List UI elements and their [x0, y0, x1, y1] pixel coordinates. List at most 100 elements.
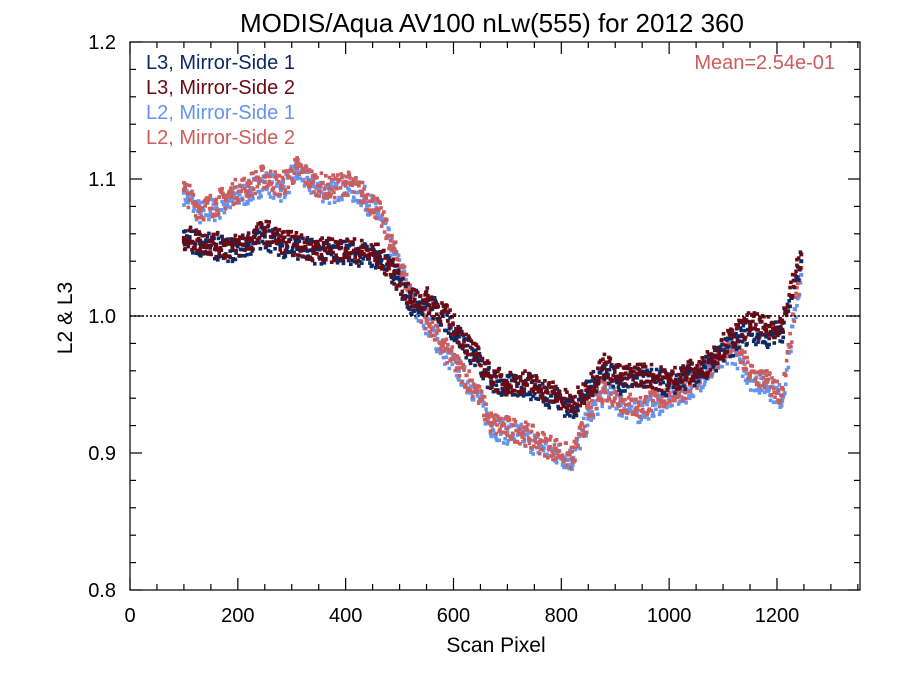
- scatter-point: [283, 188, 288, 192]
- scatter-point: [290, 245, 295, 250]
- scatter-point: [644, 395, 649, 399]
- scatter-point: [755, 312, 760, 316]
- scatter-point: [729, 349, 733, 354]
- scatter-point: [571, 415, 576, 419]
- scatter-point: [680, 379, 685, 383]
- scatter-point: [249, 189, 254, 194]
- scatter-point: [357, 183, 361, 188]
- scatter-point: [573, 409, 578, 414]
- scatter-point: [348, 242, 352, 247]
- scatter-point: [669, 385, 674, 390]
- scatter-point: [551, 380, 555, 385]
- scatter-point: [304, 166, 309, 170]
- data-point: [602, 385, 607, 390]
- scatter-point: [282, 195, 287, 200]
- scatter-point: [246, 231, 251, 235]
- scatter-point: [305, 175, 310, 180]
- scatter-point: [361, 252, 366, 256]
- scatter-point: [441, 355, 446, 360]
- scatter-point: [786, 342, 791, 347]
- scatter-point: [687, 381, 692, 385]
- scatter-point: [670, 369, 674, 373]
- scatter-point: [795, 285, 799, 290]
- scatter-point: [332, 200, 337, 205]
- scatter-point: [490, 434, 494, 439]
- scatter-point: [798, 281, 803, 285]
- x-tick-label: 800: [545, 605, 578, 627]
- scatter-point: [627, 402, 632, 406]
- scatter-point: [672, 381, 677, 386]
- scatter-point: [571, 445, 576, 449]
- scatter-point: [357, 253, 362, 258]
- scatter-point: [621, 372, 625, 376]
- scatter-point: [570, 397, 574, 402]
- scatter-point: [387, 227, 391, 232]
- data-point: [214, 201, 219, 206]
- scatter-point: [483, 417, 488, 422]
- scatter-point: [358, 199, 363, 204]
- scatter-point: [329, 192, 333, 197]
- scatter-point: [370, 199, 374, 204]
- scatter-point: [224, 241, 229, 245]
- scatter-point: [743, 362, 747, 366]
- scatter-point: [600, 401, 605, 405]
- scatter-point: [548, 444, 552, 449]
- scatter-point: [465, 352, 470, 357]
- scatter-point: [590, 398, 594, 403]
- scatter-point: [657, 373, 662, 377]
- data-point: [456, 334, 461, 339]
- scatter-point: [237, 189, 241, 194]
- scatter-point: [540, 381, 545, 386]
- scatter-point: [520, 392, 524, 396]
- scatter-point: [438, 319, 443, 324]
- scatter-point: [449, 332, 454, 337]
- scatter-point: [533, 379, 538, 383]
- scatter-point: [674, 385, 679, 389]
- scatter-point: [791, 313, 796, 317]
- scatter-point: [585, 406, 590, 410]
- scatter-point: [652, 390, 657, 394]
- scatter-point: [183, 229, 188, 233]
- scatter-point: [296, 158, 300, 162]
- scatter-point: [726, 344, 731, 349]
- data-point: [667, 378, 672, 383]
- scatter-point: [312, 239, 317, 244]
- scatter-point: [641, 384, 646, 389]
- scatter-point: [351, 195, 356, 200]
- scatter-point: [625, 376, 630, 381]
- scatter-point: [642, 400, 646, 405]
- data-point: [440, 309, 445, 314]
- scatter-point: [306, 242, 310, 246]
- scatter-point: [312, 190, 316, 194]
- scatter-point: [626, 410, 630, 415]
- scatter-point: [499, 373, 504, 377]
- scatter-point: [220, 254, 224, 258]
- scatter-point: [501, 391, 505, 395]
- scatter-point: [418, 294, 423, 298]
- scatter-point: [554, 460, 559, 465]
- scatter-point: [460, 332, 465, 337]
- scatter-point: [605, 399, 610, 403]
- scatter-point: [337, 258, 342, 263]
- scatter-point: [522, 437, 527, 442]
- scatter-point: [454, 373, 459, 378]
- scatter-point: [562, 404, 566, 409]
- scatter-point: [476, 401, 481, 405]
- scatter-point: [246, 194, 250, 199]
- scatter-point: [468, 337, 472, 342]
- scatter-point: [429, 306, 433, 310]
- scatter-point: [637, 415, 642, 419]
- scatter-point: [525, 427, 530, 432]
- scatter-point: [607, 397, 612, 402]
- scatter-point: [510, 388, 515, 392]
- scatter-point: [443, 340, 447, 344]
- scatter-point: [662, 404, 666, 409]
- scatter-point: [266, 248, 271, 253]
- scatter-point: [762, 325, 767, 329]
- scatter-point: [734, 332, 738, 336]
- scatter-point: [326, 245, 330, 250]
- scatter-point: [318, 257, 322, 261]
- scatter-point: [673, 395, 678, 400]
- data-point: [780, 393, 785, 398]
